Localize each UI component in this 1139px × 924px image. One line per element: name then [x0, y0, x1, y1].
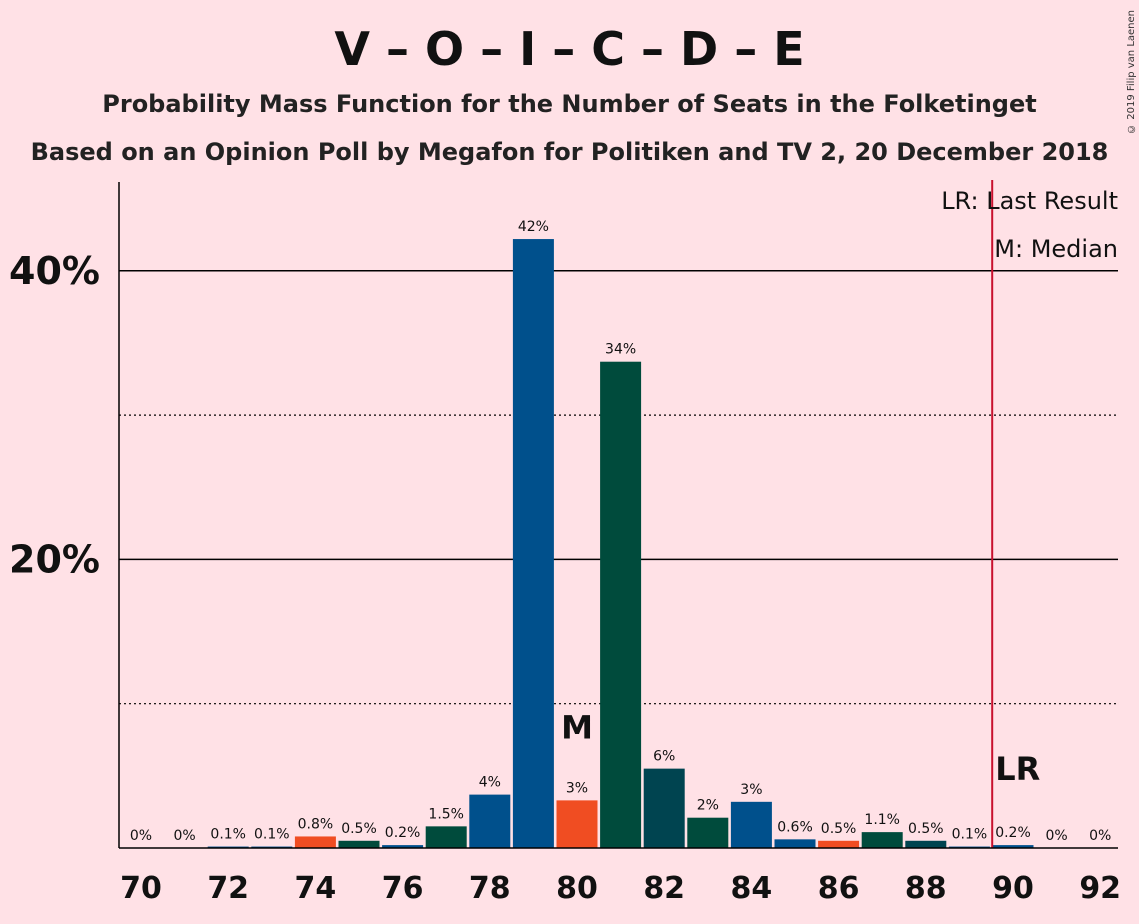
median-marker: M [561, 708, 593, 746]
data-label: 0% [173, 828, 195, 844]
bar [861, 832, 903, 848]
bar [905, 840, 947, 848]
data-label: 0.1% [210, 827, 246, 843]
x-tick-label: 90 [992, 871, 1034, 906]
data-label: 0% [1089, 828, 1111, 844]
data-label: 6% [653, 749, 675, 765]
bar [556, 800, 598, 848]
bars [207, 239, 1034, 848]
chart-title: V – O – I – C – D – E [334, 22, 805, 76]
bar [425, 826, 467, 848]
data-label: 0% [1045, 828, 1067, 844]
x-tick-label: 92 [1079, 871, 1121, 906]
x-tick-label: 80 [556, 871, 598, 906]
data-label: 0.2% [385, 825, 421, 841]
bar [512, 239, 554, 848]
axes: 20% 40% 70 72 74 76 78 80 82 84 86 88 90 92 [9, 180, 1121, 906]
chart-source-subtitle: Based on an Opinion Poll by Megafon for … [30, 138, 1109, 166]
data-label: 2% [697, 798, 719, 814]
data-labels: 0% 0% 0.1% 0.1% 0.8% 0.5% 0.2% 1.5% 4% 42% 3% 34% 6%… [130, 219, 1111, 844]
legend-last-result: LR: Last Result [941, 187, 1118, 215]
chart-subtitle: Probability Mass Function for the Number… [102, 90, 1037, 118]
data-label: 34% [605, 342, 636, 358]
data-label: 0% [130, 828, 152, 844]
bar [687, 817, 729, 848]
data-label: 0.2% [995, 825, 1031, 841]
data-label: 0.6% [777, 819, 813, 835]
y-tick-label: 20% [9, 537, 100, 581]
bar [469, 794, 511, 848]
bar [730, 801, 772, 848]
x-tick-label: 72 [207, 871, 249, 906]
bar [643, 768, 685, 848]
last-result-marker: LR [995, 750, 1040, 788]
bar [992, 845, 1034, 848]
x-tick-label: 82 [643, 871, 685, 906]
y-tick-label: 40% [9, 249, 100, 293]
data-label: 1.1% [864, 812, 900, 828]
data-label: 1.5% [428, 806, 464, 822]
data-label: 4% [479, 775, 501, 791]
data-label: 0.5% [908, 821, 944, 837]
x-tick-label: 74 [295, 871, 337, 906]
x-tick-label: 76 [382, 871, 424, 906]
bar [600, 361, 642, 848]
bar [338, 840, 380, 848]
x-tick-label: 70 [120, 871, 162, 906]
data-label: 3% [740, 782, 762, 798]
x-tick-label: 88 [905, 871, 947, 906]
data-label: 3% [566, 780, 588, 796]
data-label: 0.5% [341, 821, 377, 837]
data-label: 0.1% [952, 827, 988, 843]
x-tick-label: 84 [731, 871, 773, 906]
x-tick-label: 86 [818, 871, 860, 906]
data-label: 42% [518, 219, 549, 235]
data-label: 0.8% [298, 816, 334, 832]
data-label: 0.1% [254, 827, 290, 843]
x-tick-label: 78 [469, 871, 511, 906]
bar [774, 839, 816, 848]
legend-median: M: Median [994, 235, 1118, 263]
data-label: 0.5% [821, 821, 857, 837]
bar [294, 836, 336, 848]
bar [382, 845, 424, 848]
bar [818, 840, 860, 848]
